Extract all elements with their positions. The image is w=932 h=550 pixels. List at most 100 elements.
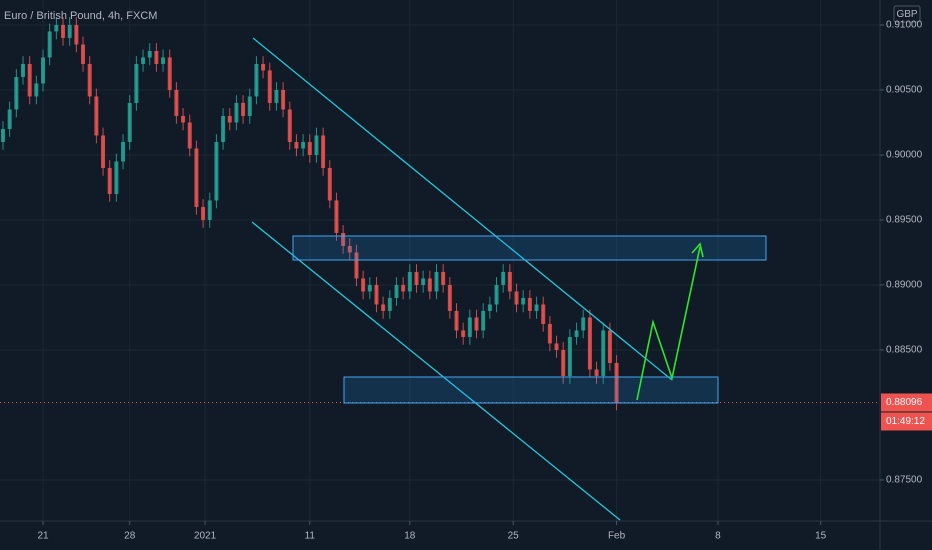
arrow-head: [691, 242, 704, 258]
candle-body: [327, 167, 332, 201]
candle-body: [514, 291, 519, 305]
candle-body: [47, 31, 52, 58]
y-tick-label: 0.91000: [886, 20, 923, 31]
x-tick-label: 11: [305, 531, 316, 542]
candle-body: [401, 284, 406, 292]
last-price-label: 0.88096: [886, 397, 923, 408]
candle-body: [601, 330, 606, 376]
x-tick-label: 28: [124, 531, 136, 542]
candle-body: [54, 24, 59, 32]
candle-body: [127, 102, 132, 142]
countdown-badge: [881, 412, 932, 431]
candle-body: [261, 63, 266, 71]
candle-body: [161, 57, 166, 64]
candle-body: [354, 252, 359, 279]
x-tick-label: Feb: [608, 531, 626, 542]
candle-body: [374, 284, 379, 305]
candle-body: [81, 44, 86, 64]
candle-body: [314, 135, 319, 155]
candle-body: [487, 304, 492, 311]
candles: [0, 17, 880, 411]
candle-body: [174, 89, 179, 116]
currency-badge[interactable]: [893, 5, 921, 23]
candle-body: [534, 304, 539, 311]
candle-body: [527, 297, 532, 311]
y-tick-label: 0.89500: [886, 215, 923, 226]
candle-body: [194, 148, 199, 207]
candle-body: [207, 200, 212, 220]
axes: 0.87500 0.88500 0.89000 0.89500 0.90000 0.905…: [37, 20, 932, 542]
candle-body: [481, 310, 486, 331]
x-tick-label: 2021: [194, 531, 217, 542]
candle-body: [167, 57, 172, 90]
candle-body: [214, 141, 219, 201]
candle-body: [21, 63, 26, 77]
support-zone: [343, 376, 719, 404]
candle-body: [7, 109, 12, 129]
countdown-label: 01:49:12: [886, 416, 925, 427]
candle-body: [61, 24, 66, 38]
candle-body: [134, 63, 139, 103]
currency-label: GBP: [896, 9, 917, 20]
last-price-badge: [881, 393, 932, 412]
candle-body: [454, 310, 459, 331]
candle-body: [241, 102, 246, 116]
candle-body: [427, 278, 432, 292]
candle-body: [201, 206, 206, 220]
candle-body: [107, 167, 112, 194]
candle-body: [414, 271, 419, 285]
candle-body: [101, 135, 106, 168]
candle-body: [141, 57, 146, 64]
candle-body: [361, 278, 366, 292]
candle-body: [587, 317, 592, 370]
candle-body: [1, 128, 6, 142]
price-axis: [880, 0, 932, 550]
x-tick-label: 8: [715, 531, 721, 542]
candle-body: [394, 284, 399, 298]
candle-body: [581, 317, 586, 331]
candle-body: [521, 297, 526, 305]
candle-body: [34, 83, 39, 97]
candle-body: [154, 50, 159, 64]
candle-body: [41, 57, 46, 84]
candle-body: [574, 330, 579, 337]
candle-body: [494, 284, 499, 305]
y-tick-label: 0.89000: [886, 280, 923, 291]
candle-body: [474, 317, 479, 331]
candle-body: [87, 63, 92, 97]
candle-body: [181, 115, 186, 123]
candle-body: [281, 89, 286, 110]
candle-body: [301, 141, 306, 149]
candle-body: [234, 102, 239, 123]
candle-body: [441, 271, 446, 285]
x-tick-label: 21: [37, 531, 49, 542]
candle-body: [347, 245, 352, 253]
candle-body: [74, 24, 79, 45]
candle-body: [14, 76, 19, 110]
candle-body: [547, 323, 552, 344]
candle-body: [407, 271, 412, 292]
x-tick-label: 25: [508, 531, 520, 542]
candle-body: [267, 70, 272, 103]
candle-body: [341, 232, 346, 246]
candle-body: [447, 284, 452, 311]
candle-body: [227, 115, 232, 123]
x-tick-label: 18: [404, 531, 416, 542]
y-tick-label: 0.90000: [886, 150, 923, 161]
resistance-zone: [292, 235, 767, 261]
candle-body: [114, 161, 119, 194]
candle-body: [461, 330, 466, 337]
candle-body: [434, 271, 439, 292]
candle-body: [121, 141, 126, 162]
candle-body: [287, 109, 292, 142]
projection-arrow: [636, 246, 701, 401]
candle-body: [467, 317, 472, 337]
y-tick-label: 0.90500: [886, 85, 923, 96]
candle-body: [561, 349, 566, 376]
y-tick-label: 0.88500: [886, 345, 923, 356]
channel-upper: [252, 37, 673, 381]
y-tick-label: 0.87500: [886, 475, 923, 486]
candle-body: [221, 115, 226, 142]
candle-body: [254, 63, 259, 97]
